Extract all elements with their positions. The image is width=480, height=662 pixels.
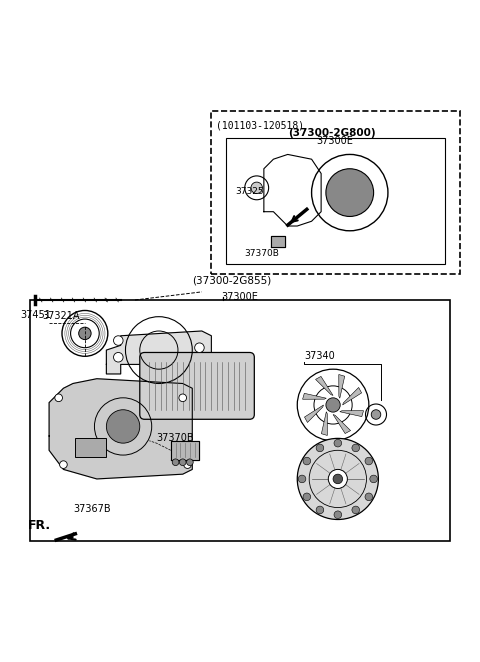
Text: 37300E: 37300E (316, 136, 353, 146)
Circle shape (79, 327, 91, 340)
Polygon shape (49, 379, 192, 479)
Circle shape (352, 506, 360, 514)
Circle shape (370, 475, 377, 483)
Polygon shape (333, 414, 350, 434)
Text: 37321A: 37321A (42, 311, 80, 322)
Text: (101103-120518): (101103-120518) (216, 120, 304, 130)
Polygon shape (107, 331, 211, 374)
Circle shape (251, 182, 263, 193)
Bar (211, 111, 459, 273)
Polygon shape (339, 375, 345, 399)
Text: 37370B: 37370B (156, 433, 194, 443)
Circle shape (107, 410, 140, 443)
Bar (226, 138, 445, 264)
Circle shape (371, 410, 381, 419)
Text: 37340: 37340 (304, 351, 335, 361)
Circle shape (297, 438, 378, 520)
Text: (37300-2G800): (37300-2G800) (288, 128, 375, 138)
Circle shape (334, 511, 342, 518)
Polygon shape (322, 412, 327, 436)
Circle shape (195, 343, 204, 352)
Bar (30, 300, 450, 541)
FancyBboxPatch shape (140, 352, 254, 419)
Circle shape (303, 493, 311, 500)
Polygon shape (315, 377, 333, 395)
Text: 37451: 37451 (21, 310, 51, 320)
Circle shape (352, 444, 360, 451)
Circle shape (326, 169, 373, 216)
Polygon shape (340, 410, 363, 416)
Polygon shape (271, 236, 285, 248)
Circle shape (114, 336, 123, 346)
Polygon shape (171, 441, 199, 460)
Text: 37325: 37325 (235, 187, 264, 196)
Text: FR.: FR. (28, 520, 51, 532)
Circle shape (114, 352, 123, 362)
Polygon shape (302, 393, 326, 399)
Polygon shape (304, 405, 324, 422)
Circle shape (334, 440, 342, 447)
Circle shape (187, 459, 193, 465)
Circle shape (60, 461, 67, 469)
Text: 37367B: 37367B (73, 504, 110, 514)
Circle shape (328, 469, 348, 489)
Circle shape (316, 444, 324, 451)
Polygon shape (343, 387, 361, 405)
Circle shape (333, 474, 343, 484)
Circle shape (365, 493, 372, 500)
Circle shape (179, 394, 187, 402)
Circle shape (172, 459, 179, 465)
Circle shape (326, 398, 340, 412)
Text: 37300E: 37300E (221, 292, 258, 302)
Text: (37300-2G855): (37300-2G855) (192, 275, 272, 286)
Circle shape (184, 461, 192, 469)
Circle shape (298, 475, 306, 483)
Circle shape (316, 506, 324, 514)
Text: 37370B: 37370B (244, 249, 279, 258)
Circle shape (55, 394, 62, 402)
Circle shape (365, 457, 372, 465)
Circle shape (303, 457, 311, 465)
Bar (75, 438, 107, 457)
Circle shape (180, 459, 186, 465)
